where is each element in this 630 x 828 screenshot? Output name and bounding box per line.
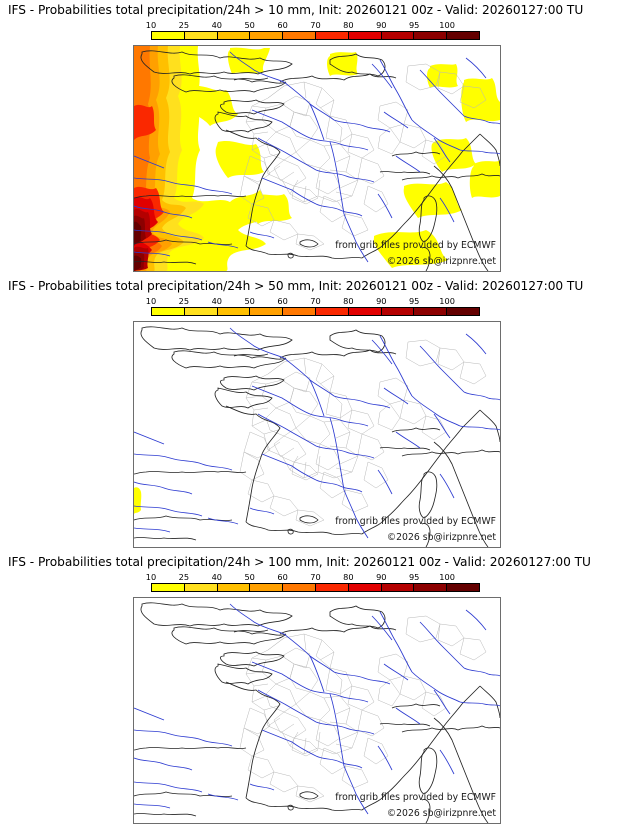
colorbar-tick-label: 10 <box>145 20 157 30</box>
colorbar-tick-label: 90 <box>376 572 387 582</box>
colorbar-segment <box>184 584 218 591</box>
colorbar-tick-label: 100 <box>439 20 455 30</box>
colorbar-segment <box>315 584 349 591</box>
colorbar-tick-label: 40 <box>211 20 223 30</box>
map-svg <box>134 46 500 271</box>
colorbar-gradient <box>151 307 480 316</box>
colorbar-segment <box>315 308 349 315</box>
colorbar-segment <box>250 584 284 591</box>
colorbar-tick-label: 50 <box>244 20 255 30</box>
colorbar-segment <box>381 32 415 39</box>
panel-title: IFS - Probabilities total precipitation/… <box>8 279 584 293</box>
panel-title: IFS - Probabilities total precipitation/… <box>8 3 584 17</box>
colorbar-segment <box>414 584 448 591</box>
colorbar-tick-label: 40 <box>211 572 223 582</box>
copyright-credit: ©2026 sb@irizpnre.net <box>386 256 496 267</box>
colorbar-segment <box>348 584 382 591</box>
colorbar-tick-label: 60 <box>277 572 288 582</box>
colorbar-ticks: 10 25 40 50 60 70 80 90 95 100 <box>146 572 480 583</box>
colorbar-tick-label: 95 <box>408 20 420 30</box>
colorbar-tick-label: 95 <box>408 296 420 306</box>
colorbar-segment <box>381 308 415 315</box>
colorbar-ticks: 10 25 40 50 60 70 80 90 95 100 <box>146 296 480 307</box>
colorbar-tick-label: 10 <box>145 572 157 582</box>
colorbar-tick-label: 80 <box>343 296 354 306</box>
colorbar-segment <box>414 308 448 315</box>
colorbar-tick-label: 80 <box>343 20 354 30</box>
colorbar-tick-label: 25 <box>178 20 190 30</box>
colorbar-legend: 10 25 40 50 60 70 80 90 95 100 <box>146 20 480 40</box>
colorbar-segment <box>348 32 382 39</box>
colorbar-tick-label: 60 <box>277 296 288 306</box>
probability-patch <box>134 487 142 514</box>
map-canvas-100mm[interactable]: from grib files provided by ECMWF ©2026 … <box>133 597 501 824</box>
panel-title: IFS - Probabilities total precipitation/… <box>8 555 591 569</box>
colorbar-segment <box>283 32 316 39</box>
colorbar-gradient <box>151 583 480 592</box>
colorbar-segment <box>447 308 479 315</box>
colorbar-segment <box>250 32 284 39</box>
colorbar-tick-label: 95 <box>408 572 420 582</box>
panel-10mm: IFS - Probabilities total precipitation/… <box>0 0 630 276</box>
copyright-credit: ©2026 sb@irizpnre.net <box>386 532 496 543</box>
colorbar-segment <box>283 308 316 315</box>
colorbar-tick-label: 60 <box>277 20 288 30</box>
colorbar-ticks: 10 25 40 50 60 70 80 90 95 100 <box>146 20 480 31</box>
colorbar-segment <box>184 32 218 39</box>
colorbar-segment <box>152 584 185 591</box>
colorbar-segment <box>152 308 185 315</box>
colorbar-tick-label: 70 <box>310 572 321 582</box>
colorbar-tick-label: 70 <box>310 20 321 30</box>
panel-100mm: IFS - Probabilities total precipitation/… <box>0 552 630 828</box>
colorbar-tick-label: 80 <box>343 572 354 582</box>
colorbar-gradient <box>151 31 480 40</box>
colorbar-segment <box>348 308 382 315</box>
colorbar-segment <box>152 32 185 39</box>
colorbar-tick-label: 10 <box>145 296 157 306</box>
copyright-credit: ©2026 sb@irizpnre.net <box>386 808 496 819</box>
colorbar-segment <box>447 584 479 591</box>
colorbar-tick-label: 100 <box>439 296 455 306</box>
colorbar-tick-label: 100 <box>439 572 455 582</box>
colorbar-tick-label: 90 <box>376 296 387 306</box>
colorbar-tick-label: 25 <box>178 296 190 306</box>
colorbar-segment <box>217 32 251 39</box>
colorbar-legend: 10 25 40 50 60 70 80 90 95 100 <box>146 572 480 592</box>
map-canvas-10mm[interactable]: from grib files provided by ECMWF ©2026 … <box>133 45 501 272</box>
colorbar-tick-label: 25 <box>178 572 190 582</box>
colorbar-tick-label: 70 <box>310 296 321 306</box>
colorbar-segment <box>217 584 251 591</box>
map-svg <box>134 322 500 547</box>
colorbar-segment <box>184 308 218 315</box>
colorbar-segment <box>381 584 415 591</box>
panel-50mm: IFS - Probabilities total precipitation/… <box>0 276 630 552</box>
colorbar-segment <box>414 32 448 39</box>
map-svg <box>134 598 500 823</box>
data-source-credit: from grib files provided by ECMWF <box>335 240 496 251</box>
colorbar-segment <box>217 308 251 315</box>
colorbar-tick-label: 50 <box>244 572 255 582</box>
colorbar-segment <box>250 308 284 315</box>
colorbar-tick-label: 50 <box>244 296 255 306</box>
colorbar-segment <box>315 32 349 39</box>
data-source-credit: from grib files provided by ECMWF <box>335 792 496 803</box>
colorbar-tick-label: 40 <box>211 296 223 306</box>
colorbar-tick-label: 90 <box>376 20 387 30</box>
map-canvas-50mm[interactable]: from grib files provided by ECMWF ©2026 … <box>133 321 501 548</box>
data-source-credit: from grib files provided by ECMWF <box>335 516 496 527</box>
colorbar-segment <box>447 32 479 39</box>
colorbar-segment <box>283 584 316 591</box>
colorbar-legend: 10 25 40 50 60 70 80 90 95 100 <box>146 296 480 316</box>
